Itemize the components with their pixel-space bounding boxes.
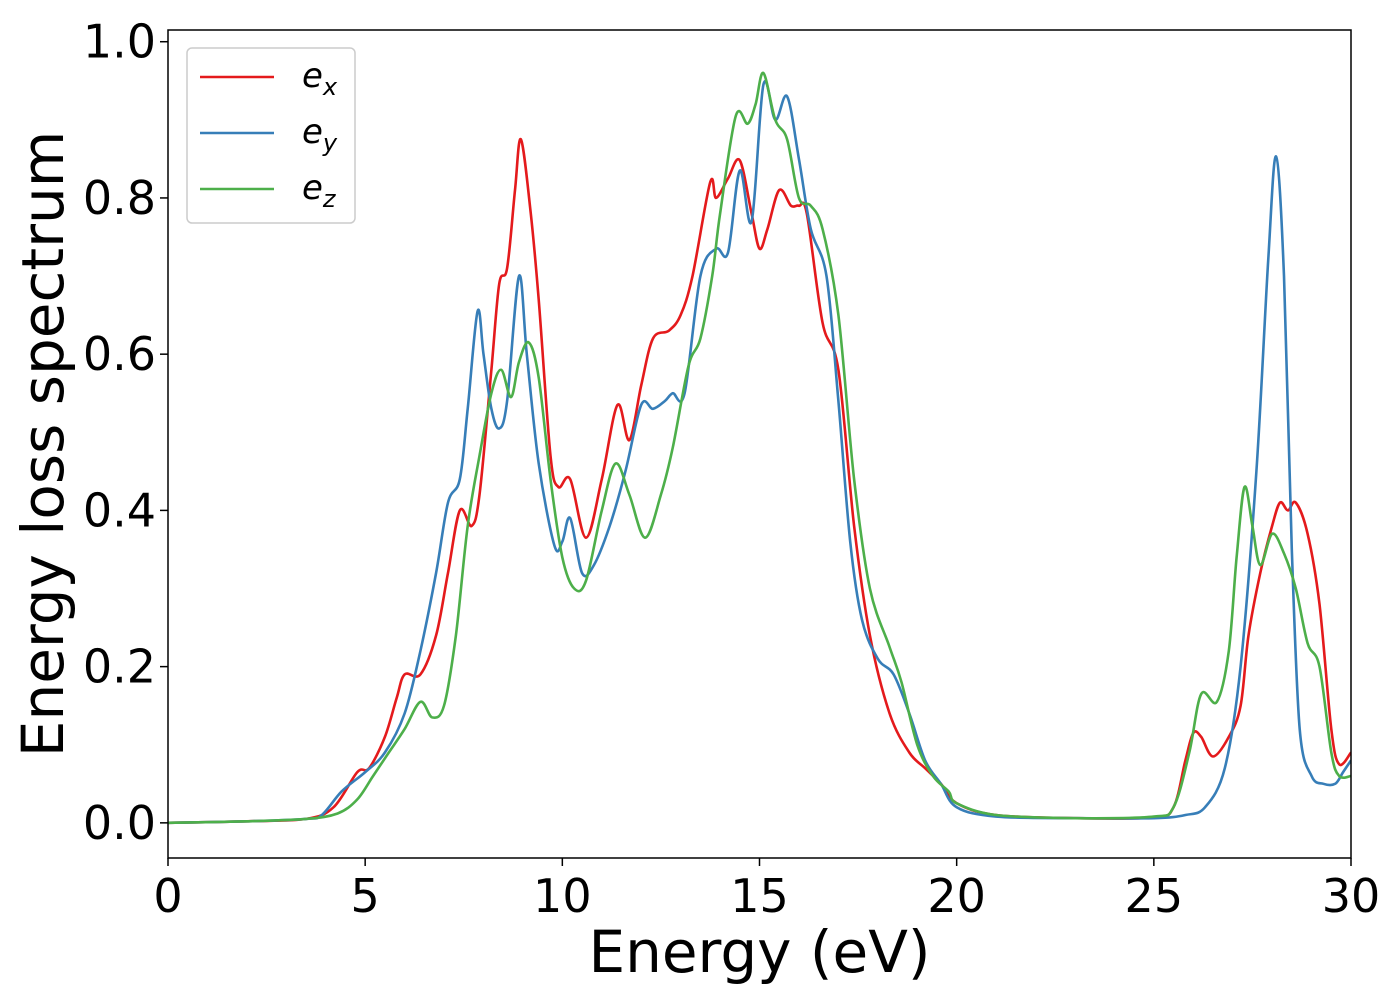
y-tick-label: 0.2: [83, 640, 156, 694]
legend-entry: ex: [302, 56, 338, 101]
legend-entry: ez: [302, 168, 337, 213]
series-line-ex: [168, 138, 1351, 825]
series-line-ez: [168, 71, 1351, 825]
plot-area: [168, 71, 1351, 825]
series-line-ey: [168, 80, 1351, 825]
y-axis: 0.0 0.2 0.4 0.6 0.8 1.0: [83, 15, 168, 850]
x-tick-label: 5: [351, 869, 380, 923]
legend-box: [186, 47, 356, 224]
y-tick-label: 0.6: [83, 327, 156, 381]
x-tick-label: 30: [1322, 869, 1381, 923]
x-axis-title: Energy (eV): [588, 918, 930, 986]
x-tick-label: 10: [533, 869, 592, 923]
x-tick-label: 0: [153, 869, 182, 923]
y-axis-title: Energy loss spectrum: [9, 131, 77, 757]
x-tick-label: 20: [927, 869, 986, 923]
y-tick-label: 0.4: [83, 483, 156, 537]
legend-entry: ey: [302, 112, 338, 157]
x-tick-label: 25: [1125, 869, 1184, 923]
y-tick-label: 1.0: [83, 15, 156, 69]
x-axis: 0 5 10 15 20 25 30: [153, 858, 1380, 923]
x-tick-label: 15: [730, 869, 789, 923]
legend: ex ey ez: [186, 47, 356, 224]
y-tick-label: 0.0: [83, 796, 156, 850]
y-tick-label: 0.8: [83, 171, 156, 225]
